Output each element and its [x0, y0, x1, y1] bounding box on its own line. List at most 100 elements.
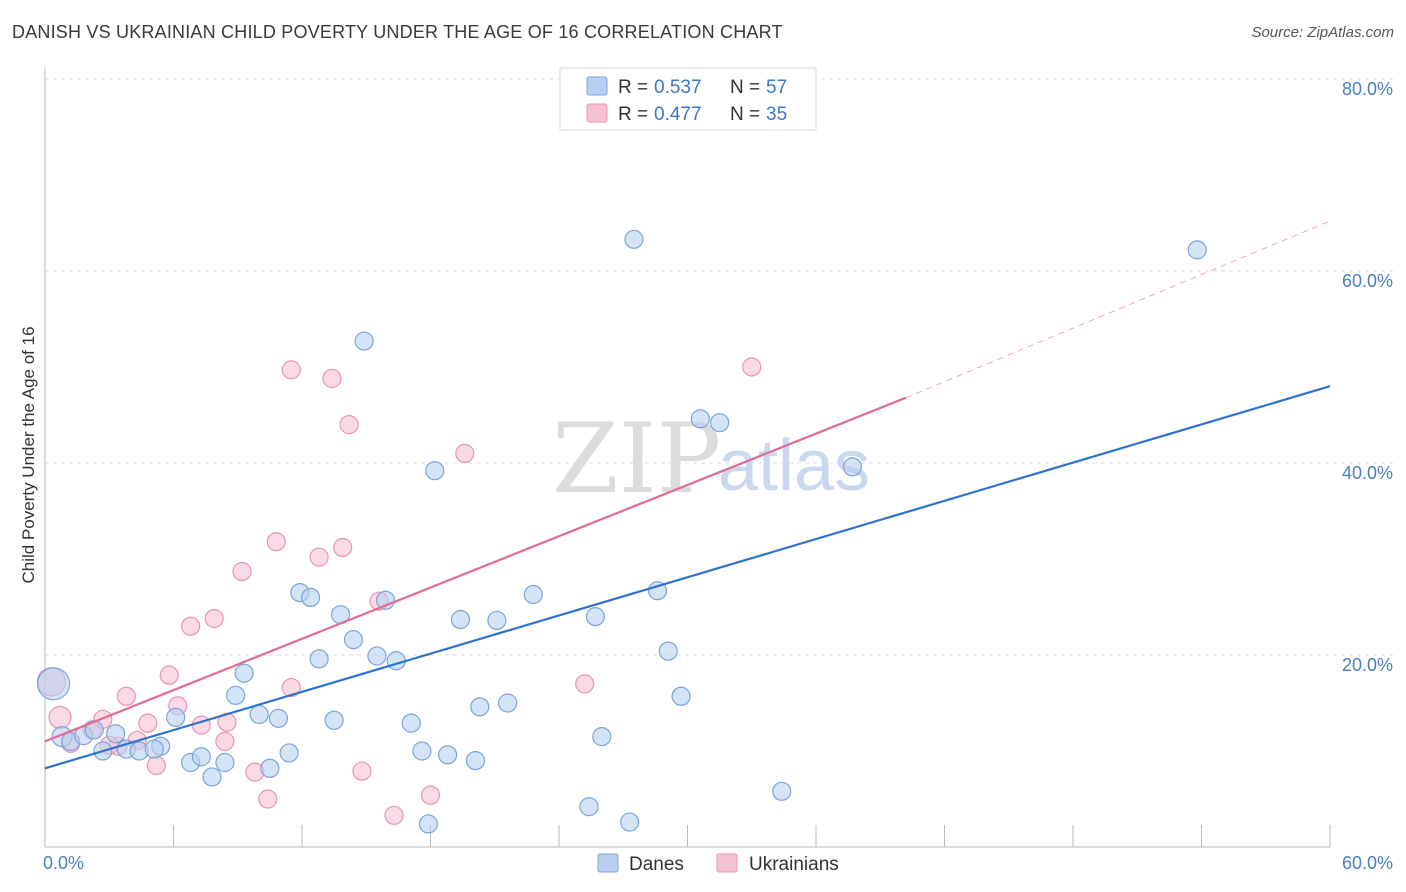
danes-point: [300, 587, 321, 608]
ukrainians-point: [116, 686, 136, 706]
danes-point: [260, 758, 280, 778]
danes-point: [268, 708, 289, 728]
danes-point: [710, 413, 730, 433]
series-legend: Danes Ukrainians: [597, 853, 839, 875]
ukrainians-point: [333, 537, 353, 558]
danes-point: [470, 697, 490, 717]
danes-point: [647, 581, 668, 601]
danes-point: [386, 651, 406, 671]
danes-point: [144, 739, 164, 759]
danes-point: [579, 797, 599, 817]
danes-point: [772, 781, 792, 801]
ukrainians-point: [266, 532, 286, 552]
danes-point: [690, 409, 710, 429]
danes-point: [354, 331, 374, 351]
danes-point: [401, 713, 421, 733]
danes-point: [309, 649, 329, 669]
ukrainians-point: [742, 357, 762, 377]
danes-point: [418, 814, 438, 834]
ukrainians-series-swatch: [716, 853, 738, 873]
ukrainians-point: [322, 368, 342, 389]
trend-lines: [44, 220, 1331, 770]
danes-point: [658, 641, 678, 661]
danes-point: [487, 610, 507, 631]
danes-point: [498, 693, 518, 713]
danes-point: [620, 812, 640, 832]
danes-point: [215, 752, 235, 773]
danes-n-label: N =: [730, 77, 760, 98]
danes-point: [191, 747, 211, 767]
y-tick-label: 80.0%: [1342, 79, 1393, 99]
danes-point: [465, 750, 486, 771]
danes-point: [249, 704, 269, 725]
stats-legend: R = 0.537 N = 57 R = 0.477 N = 35: [559, 67, 817, 131]
danes-point: [412, 741, 432, 761]
danes-point: [367, 646, 387, 666]
ukrainians-trend-extension: [905, 220, 1331, 399]
y-tick-label: 40.0%: [1342, 463, 1393, 483]
ukrainians-legend-swatch: [586, 103, 608, 123]
danes-trend-line: [44, 385, 1331, 770]
danes-point: [425, 461, 445, 481]
danes-points: [36, 229, 1207, 834]
danes-point: [624, 229, 644, 249]
danes-point: [324, 710, 344, 730]
y-tick-label: 60.0%: [1342, 271, 1393, 291]
ukrainians-point: [455, 443, 475, 463]
ukrainians-trend-line: [44, 396, 907, 743]
x-tick-label-right: 60.0%: [1342, 853, 1393, 873]
chart-source: Source: ZipAtlas.com: [1251, 24, 1394, 41]
danes-point: [106, 724, 126, 744]
danes-point: [202, 767, 222, 787]
ukrainians-points: [36, 357, 762, 825]
danes-point: [842, 457, 863, 477]
ukrainians-point: [575, 674, 595, 694]
ukrainians-point: [420, 785, 441, 805]
danes-legend-swatch: [586, 76, 608, 96]
danes-point: [671, 686, 691, 706]
ukrainians-n-value: 35: [766, 104, 787, 125]
ukrainians-point: [232, 561, 252, 582]
ukrainians-point: [138, 713, 158, 733]
danes-point: [234, 663, 254, 683]
ukrainians-point: [309, 547, 329, 567]
x-tick-label-left: 0.0%: [43, 853, 84, 873]
ukrainians-point: [281, 360, 301, 380]
danes-point: [226, 685, 246, 705]
danes-point: [279, 743, 299, 763]
danes-point: [1187, 240, 1207, 260]
danes-point: [36, 667, 71, 701]
ukrainians-series-label: Ukrainians: [749, 854, 839, 875]
danes-point: [438, 745, 458, 765]
danes-series-swatch: [597, 853, 619, 873]
tick-labels: 20.0% 40.0% 60.0% 80.0% 0.0% 60.0%: [43, 79, 1393, 873]
danes-r-label: R =: [618, 77, 648, 98]
y-tick-label: 20.0%: [1342, 655, 1393, 675]
ukrainians-point: [339, 415, 359, 435]
ukrainians-point: [352, 761, 372, 781]
danes-point: [523, 584, 543, 605]
ukrainians-point: [146, 755, 166, 776]
danes-series-label: Danes: [629, 854, 684, 875]
ukrainians-r-value: 0.477: [654, 104, 702, 125]
ukrainians-point: [159, 665, 179, 685]
ukrainians-n-label: N =: [730, 104, 760, 125]
danes-r-value: 0.537: [654, 77, 702, 98]
danes-point: [166, 707, 186, 728]
ukrainians-point: [384, 805, 404, 825]
ukrainians-point: [48, 705, 72, 730]
danes-point: [592, 726, 612, 747]
ukrainians-point: [204, 608, 224, 629]
chart-title: DANISH VS UKRAINIAN CHILD POVERTY UNDER …: [12, 22, 783, 42]
danes-point: [450, 609, 471, 630]
ukrainians-point: [258, 789, 278, 809]
ukrainians-point: [215, 731, 235, 752]
danes-n-value: 57: [766, 77, 787, 98]
ukrainians-point: [181, 616, 201, 636]
y-axis-label: Child Poverty Under the Age of 16: [19, 326, 38, 583]
danes-point: [585, 606, 606, 627]
danes-point: [343, 630, 363, 650]
ukrainians-point: [281, 678, 301, 698]
ukrainians-r-label: R =: [618, 104, 648, 125]
